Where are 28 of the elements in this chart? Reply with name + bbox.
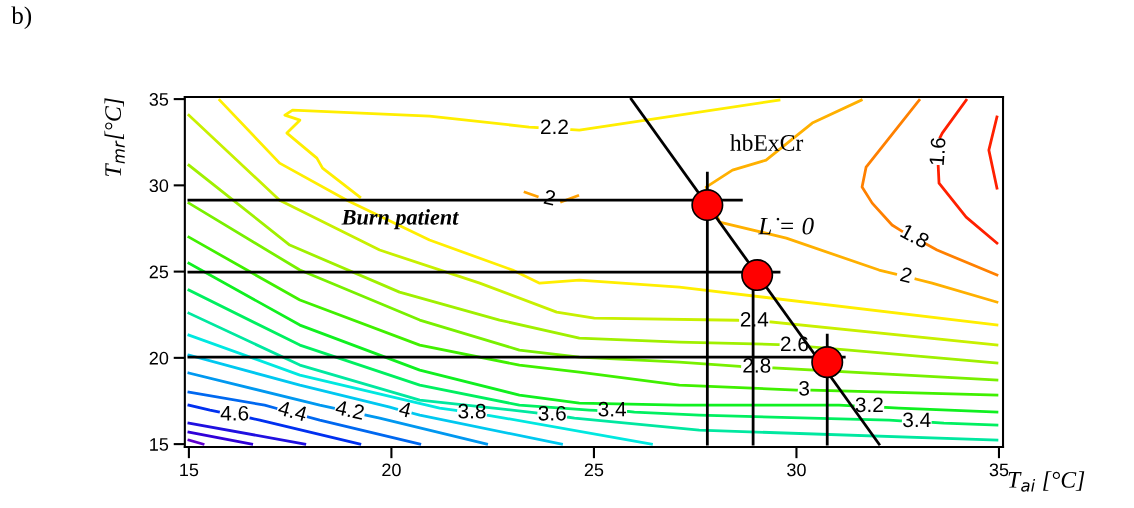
y-tick-label: 35 [149,93,169,106]
y-tick-label: 20 [149,351,169,365]
series-label: 4.6 [220,405,249,421]
text: b) [11,6,32,30]
text: 4 [398,401,413,418]
y-tick-label: 25 [149,265,169,279]
series-label: 3.4 [903,412,931,428]
x-tick-label: 25 [584,463,604,477]
y-tick-label: 30 [149,179,169,193]
x-tick-label: 30 [787,463,806,477]
series-label: 3 [799,380,810,396]
text: 4.2 [334,399,365,420]
series-label: 2.2 [541,119,568,134]
text: 1.8 [899,223,931,249]
series-label: 3.2 [855,397,883,413]
x-tick-label: 20 [382,463,401,477]
x-tick-label: 35 [989,463,1009,477]
text: 3.4 [598,401,627,417]
series-label: 3.6 [538,405,566,421]
annotation: L̇ = 0 [758,217,814,235]
y-tick-label: 15 [150,438,169,451]
text: 1.6 [929,137,946,165]
text: 4.4 [277,400,308,422]
text: 2 [899,266,913,283]
y-axis-title: T$_{mr}$[°C] [104,98,125,176]
series-label: 3.8 [458,403,486,419]
x-axis-title: T$_{ai}$ [°C] [1008,471,1085,492]
x-tick-label: 15 [180,463,199,477]
